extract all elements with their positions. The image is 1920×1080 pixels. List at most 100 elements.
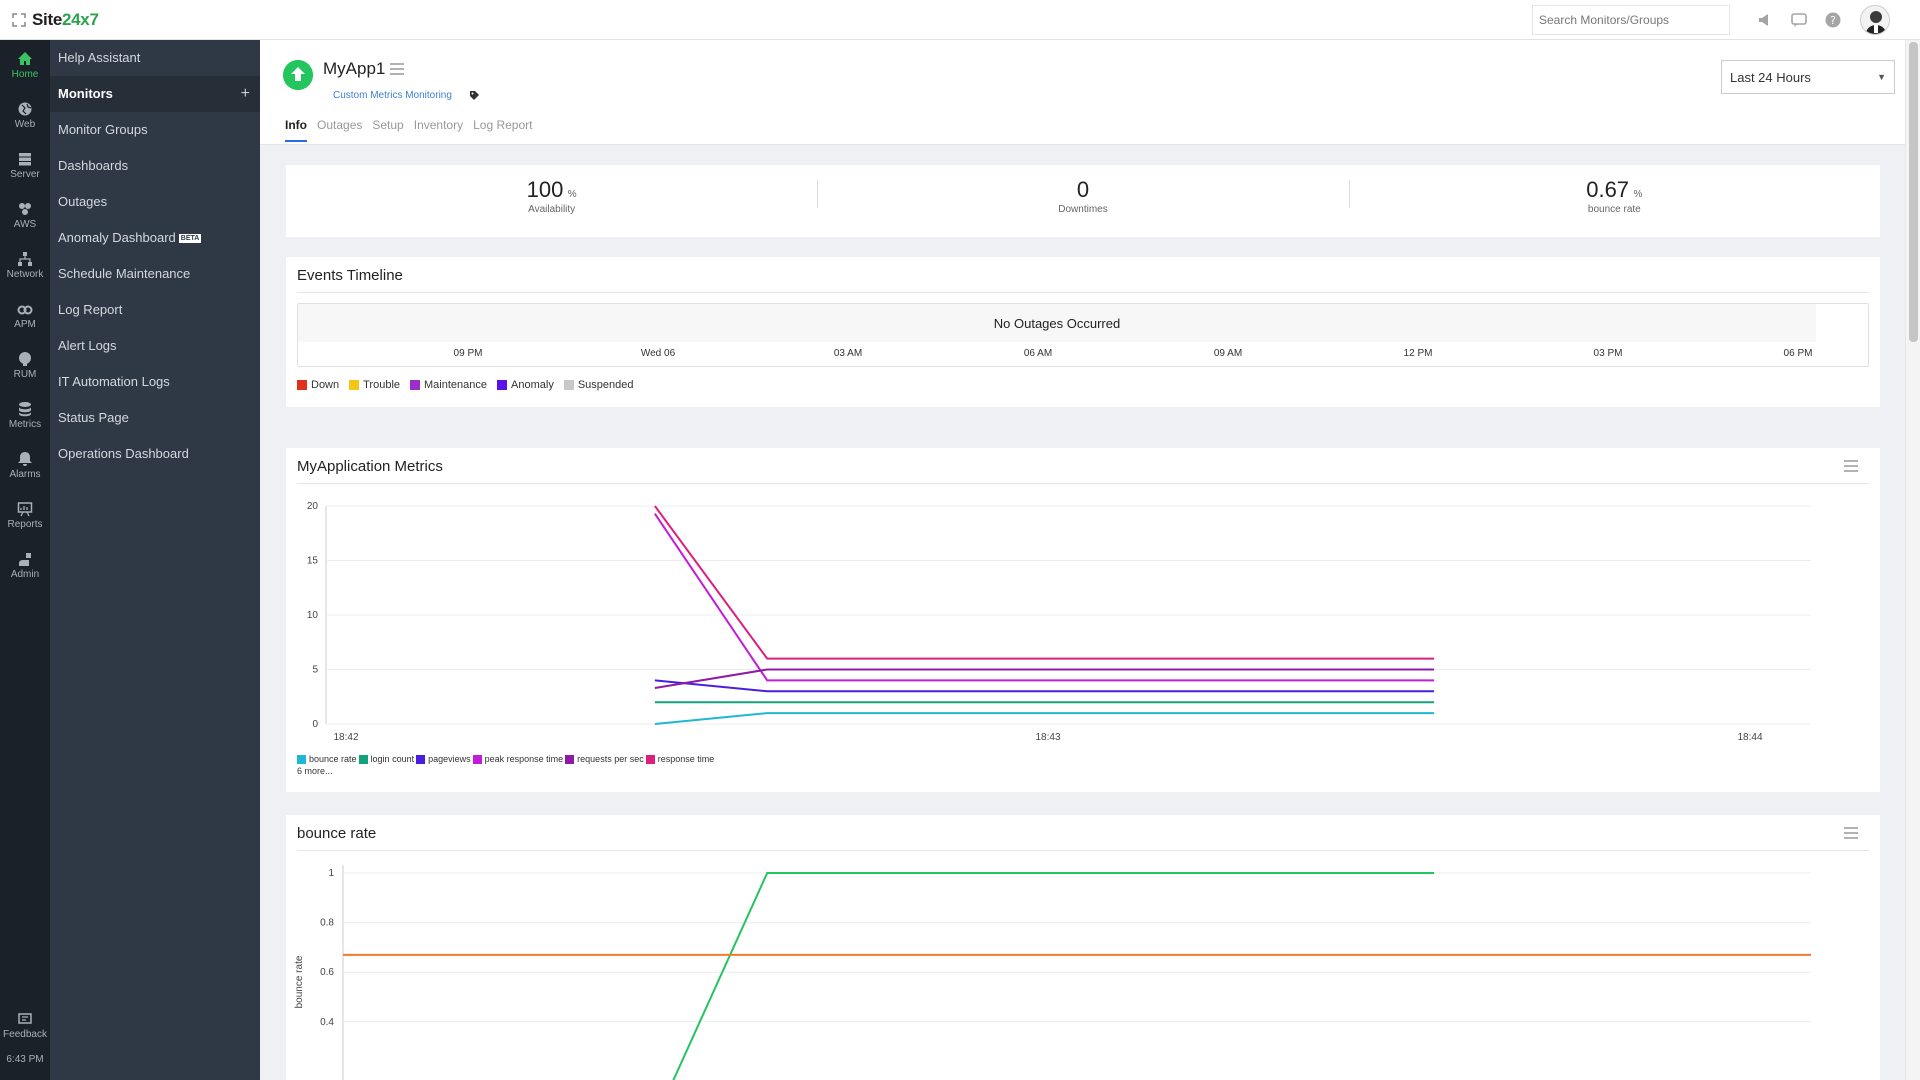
search-input[interactable] — [1532, 5, 1730, 35]
rail-label: RUM — [13, 368, 37, 380]
timeline-tick-label: 12 PM — [1403, 348, 1433, 359]
icon-rail: Home Web Server AWS Network APM RUM Metr… — [0, 40, 50, 1080]
menu-item-monitor-groups[interactable]: Monitor Groups — [50, 112, 260, 148]
menu-item-operations-dashboard[interactable]: Operations Dashboard — [50, 436, 260, 472]
legend-item-login-count[interactable]: login count — [358, 754, 414, 764]
period-select[interactable]: Last 24 Hours ▼ — [1721, 60, 1895, 94]
legend-item-trouble[interactable]: Trouble — [349, 379, 400, 391]
series-line-peak-response-time[interactable] — [654, 513, 1435, 682]
rail-item-home[interactable]: Home — [0, 40, 50, 90]
series-line-bounce-rate[interactable] — [654, 712, 1435, 725]
metrics-line-chart[interactable]: 0 5 10 15 20 18:42 18:43 18:44 — [286, 488, 1880, 748]
menu-item-label: Status Page — [58, 410, 129, 425]
legend-swatch — [565, 754, 575, 764]
legend-label: response time — [657, 754, 715, 764]
legend-item-pageviews[interactable]: pageviews — [416, 754, 471, 764]
legend-swatch — [472, 754, 482, 764]
legend-label: requests per sec — [577, 754, 644, 764]
chat-icon[interactable] — [1790, 11, 1808, 29]
rail-item-feedback[interactable]: Feedback — [0, 1000, 50, 1050]
rail-label: Admin — [10, 568, 40, 580]
rail-item-network[interactable]: Network — [0, 240, 50, 290]
legend-label: Anomaly — [511, 379, 554, 391]
rail-item-metrics[interactable]: Metrics — [0, 390, 50, 440]
tab-setup[interactable]: Setup — [372, 118, 404, 132]
tag-icon[interactable] — [469, 90, 480, 101]
bounce-rate-line-chart[interactable]: 0.4 0.6 0.8 1 bounce rate — [286, 855, 1880, 1080]
downtimes-label: Downtimes — [1058, 204, 1108, 215]
legend-item-response-time[interactable]: response time — [645, 754, 715, 764]
menu-item-status-page[interactable]: Status Page — [50, 400, 260, 436]
tab-info[interactable]: Info — [285, 118, 307, 142]
site24x7-logo[interactable]: Site24x7 — [32, 10, 99, 30]
series-line-response-time[interactable] — [654, 505, 1435, 660]
help-icon[interactable]: ? — [1824, 11, 1842, 29]
feedback-label: Feedback — [3, 1028, 47, 1040]
y-tick-label: 5 — [312, 665, 318, 676]
legend-item-requests-per-sec[interactable]: requests per sec — [565, 754, 644, 764]
rail-item-admin[interactable]: Admin — [0, 540, 50, 590]
timeline-ticks: 09 PM Wed 06 03 AM 06 AM 09 AM 12 PM 03 PM 06 P… — [298, 348, 1868, 362]
availability-stat: 100 % Availability — [286, 165, 817, 237]
current-time: 6:43 PM — [6, 1054, 44, 1065]
rail-label: Home — [11, 68, 39, 80]
bounce-rate-label: bounce rate — [1587, 204, 1641, 215]
y-axis-label: bounce rate — [294, 955, 305, 1008]
menu-item-outages[interactable]: Outages — [50, 184, 260, 220]
legend-item-bounce-rate[interactable]: bounce rate — [297, 754, 357, 764]
events-timeline-title: Events Timeline — [297, 267, 403, 284]
scrollbar-thumb[interactable] — [1909, 42, 1918, 342]
monitor-tabs: Info Outages Setup Inventory Log Report — [285, 118, 542, 142]
announcement-icon[interactable] — [1756, 11, 1774, 29]
rail-item-rum[interactable]: RUM — [0, 340, 50, 390]
menu-item-monitors[interactable]: Monitors + — [50, 76, 260, 112]
legend-label: Down — [311, 379, 340, 391]
rail-label: Metrics — [8, 418, 42, 430]
monitor-type-link[interactable]: Custom Metrics Monitoring — [333, 90, 452, 101]
menu-item-label: Monitors — [58, 86, 113, 101]
tab-outages[interactable]: Outages — [317, 118, 363, 132]
expand-icon[interactable] — [12, 12, 26, 27]
metrics-chart-card: MyApplication Metrics 0 5 10 15 20 18:42 18:43… — [286, 448, 1880, 792]
tab-log-report[interactable]: Log Report — [473, 118, 533, 132]
menu-item-anomaly-dashboard[interactable]: Anomaly Dashboard BETA — [50, 220, 260, 256]
user-avatar[interactable] — [1860, 5, 1890, 35]
metrics-chart-title: MyApplication Metrics — [297, 458, 443, 475]
admin-icon — [19, 552, 31, 566]
legend-item-maintenance[interactable]: Maintenance — [410, 379, 487, 391]
hamburger-menu-icon[interactable] — [390, 63, 404, 75]
menu-item-log-report[interactable]: Log Report — [50, 292, 260, 328]
menu-item-schedule-maintenance[interactable]: Schedule Maintenance — [50, 256, 260, 292]
user-avatar-icon — [1861, 6, 1889, 34]
add-monitor-button[interactable]: + — [240, 85, 250, 102]
logo-suffix: 24x7 — [61, 9, 99, 29]
rail-item-aws[interactable]: AWS — [0, 190, 50, 240]
menu-item-dashboards[interactable]: Dashboards — [50, 148, 260, 184]
menu-item-alert-logs[interactable]: Alert Logs — [50, 328, 260, 364]
rail-item-reports[interactable]: Reports — [0, 490, 50, 540]
rail-item-web[interactable]: Web — [0, 90, 50, 140]
rail-item-alarms[interactable]: Alarms — [0, 440, 50, 490]
series-line-bounce-rate[interactable] — [655, 872, 1435, 1080]
more-series-link[interactable]: 6 more... — [297, 766, 333, 776]
x-tick-label: 18:42 — [333, 732, 358, 743]
legend-item-anomaly[interactable]: Anomaly — [497, 379, 554, 391]
series-line-pageviews[interactable] — [654, 679, 1435, 693]
rail-item-server[interactable]: Server — [0, 140, 50, 190]
page-scrollbar[interactable] — [1905, 40, 1920, 1080]
legend-item-down[interactable]: Down — [297, 379, 339, 391]
chart-menu-icon[interactable] — [1844, 460, 1858, 472]
x-tick-label: 18:44 — [1737, 732, 1762, 743]
menu-item-help-assistant[interactable]: Help Assistant — [50, 40, 260, 76]
availability-unit: % — [567, 189, 577, 200]
bell-icon — [18, 451, 32, 466]
chart-menu-icon[interactable] — [1844, 827, 1858, 839]
legend-item-suspended[interactable]: Suspended — [563, 379, 633, 391]
home-icon — [18, 51, 32, 65]
rail-item-apm[interactable]: APM — [0, 290, 50, 340]
legend-item-peak-response-time[interactable]: peak response time — [472, 754, 563, 764]
caret-down-icon: ▼ — [1877, 72, 1886, 82]
tab-inventory[interactable]: Inventory — [413, 118, 464, 132]
series-line-requests-per-sec[interactable] — [654, 668, 1435, 690]
menu-item-it-automation-logs[interactable]: IT Automation Logs — [50, 364, 260, 400]
